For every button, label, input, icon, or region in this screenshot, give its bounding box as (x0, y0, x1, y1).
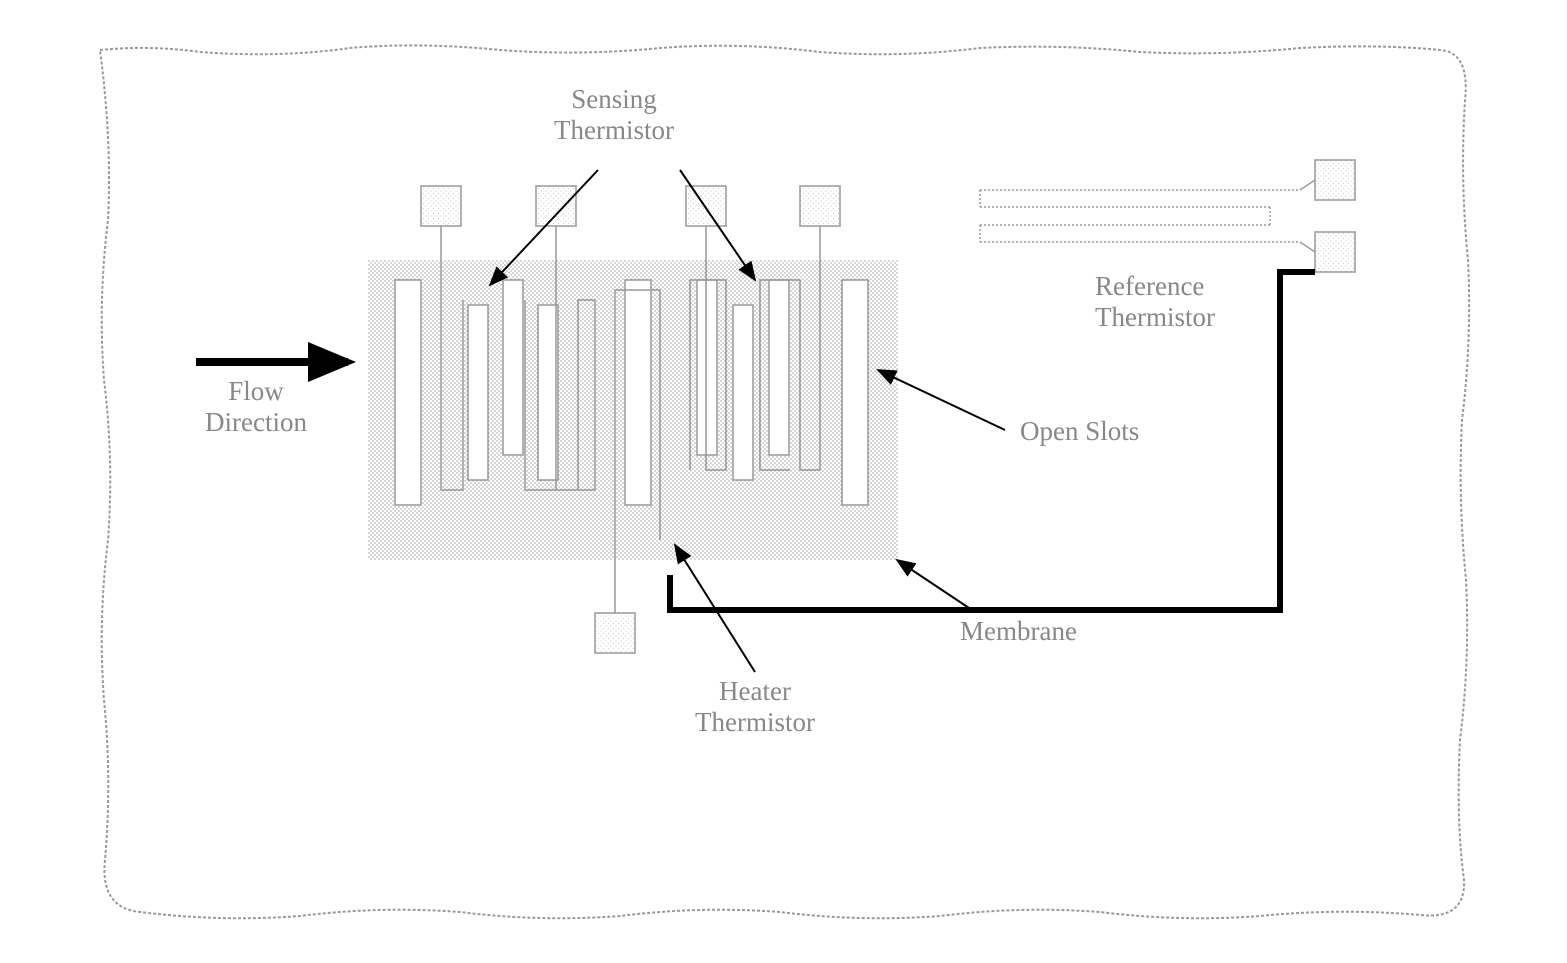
svg-text:Open Slots: Open Slots (1020, 416, 1139, 446)
thermal-sensor-diagram: SensingThermistor FlowDirection ReferenceT… (0, 0, 1567, 963)
diagram-container: SensingThermistor FlowDirection ReferenceT… (0, 0, 1567, 963)
svg-text:FlowDirection: FlowDirection (205, 376, 307, 437)
svg-text:HeaterThermistor: HeaterThermistor (695, 676, 815, 737)
svg-text:Membrane: Membrane (960, 616, 1077, 646)
svg-text:SensingThermistor: SensingThermistor (554, 84, 674, 145)
svg-text:ReferenceThermistor: ReferenceThermistor (1095, 271, 1215, 332)
